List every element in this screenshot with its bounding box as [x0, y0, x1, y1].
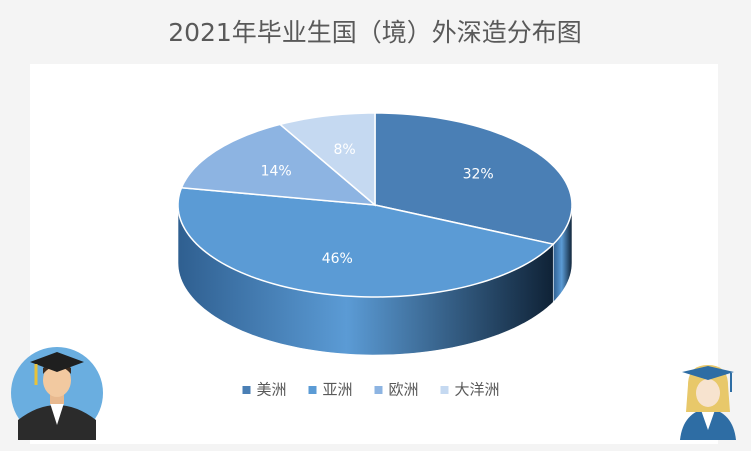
legend-label: 欧洲 [389, 381, 419, 399]
data-label: 46% [322, 251, 353, 267]
slice [180, 123, 378, 206]
data-label: 14% [261, 163, 292, 179]
data-label: 32% [463, 166, 494, 182]
legend-label: 大洋洲 [455, 381, 500, 399]
legend-label: 美洲 [257, 381, 287, 399]
legend-label: 亚洲 [323, 381, 353, 399]
graduate-icon-right [680, 365, 736, 440]
legend-swatch [374, 386, 383, 394]
slice [374, 112, 573, 245]
legend-swatch [242, 386, 251, 394]
chart-title: 2021年毕业生国（境）外深造分布图 [168, 18, 582, 47]
slice [278, 112, 376, 207]
legend-swatch [308, 386, 317, 394]
slice [177, 186, 555, 298]
data-label: 8% [334, 142, 356, 158]
legend-swatch [440, 386, 449, 394]
graduate-icon-left [11, 347, 103, 440]
